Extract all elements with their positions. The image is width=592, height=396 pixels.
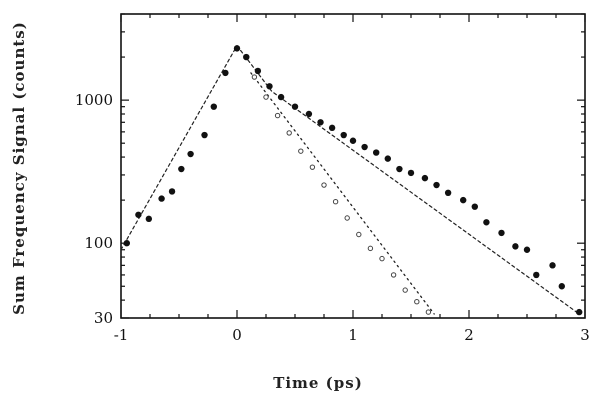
tick-labels: -1 0 1 2 3 30 100 1000	[75, 91, 590, 344]
x-tick-label: 3	[580, 326, 590, 344]
plot-frame	[120, 13, 586, 319]
filled-data-point	[328, 124, 336, 132]
filled-data-point	[135, 211, 142, 218]
open-data-point	[274, 112, 281, 119]
x-tick-label: -1	[114, 326, 129, 344]
open-data-point	[367, 245, 374, 252]
filled-data-point	[254, 67, 262, 75]
x-tick-label: 1	[348, 326, 358, 344]
filled-data-point	[558, 283, 565, 290]
open-data-point	[414, 298, 420, 305]
filled-data-point	[178, 165, 185, 173]
x-axis-title: Time (ps)	[273, 374, 363, 392]
fit-line	[250, 72, 435, 315]
y-tick-label: 30	[94, 309, 113, 327]
filled-data-point	[533, 271, 540, 279]
open-data-point	[390, 272, 397, 278]
filled-data-point	[187, 150, 194, 158]
data-points	[123, 45, 583, 316]
filled-data-point	[317, 119, 324, 126]
open-data-point	[402, 287, 408, 293]
open-data-point	[263, 94, 269, 100]
open-data-point	[309, 164, 316, 170]
filled-data-point	[222, 69, 229, 77]
filled-data-point	[523, 246, 531, 253]
filled-data-point	[460, 196, 467, 204]
filled-data-point	[512, 243, 519, 250]
x-tick-label: 2	[464, 326, 474, 344]
filled-data-point	[576, 308, 583, 316]
filled-data-point	[549, 262, 556, 269]
filled-data-point	[373, 149, 380, 156]
open-data-point	[332, 199, 339, 205]
filled-data-point	[158, 195, 165, 202]
y-tick-label: 100	[84, 234, 113, 252]
open-data-point	[321, 182, 327, 188]
filled-data-point	[444, 189, 452, 197]
filled-data-point	[233, 45, 241, 52]
open-data-point	[379, 255, 385, 262]
open-data-point	[344, 215, 350, 221]
filled-data-point	[498, 229, 505, 237]
filled-data-point	[396, 165, 403, 173]
open-data-point	[425, 309, 432, 315]
filled-data-point	[483, 219, 490, 226]
open-data-point	[251, 74, 258, 80]
filled-data-point	[168, 188, 176, 195]
filled-data-point	[123, 239, 130, 247]
open-data-point	[286, 130, 292, 136]
y-axis-title: Sum Frequency Signal (counts)	[10, 21, 28, 315]
filled-data-point	[407, 169, 415, 177]
filled-data-point	[433, 181, 440, 189]
filled-data-point	[471, 203, 478, 210]
filled-data-point	[349, 137, 357, 144]
plot-axes	[120, 13, 586, 319]
filled-data-point	[291, 103, 299, 110]
filled-data-point	[361, 143, 368, 151]
filled-data-point	[145, 215, 153, 223]
x-tick-label: 0	[232, 326, 242, 344]
open-data-point	[298, 148, 304, 154]
filled-data-point	[340, 131, 347, 139]
filled-data-point	[384, 155, 391, 162]
fit-lines	[120, 45, 580, 315]
filled-data-point	[421, 174, 429, 182]
filled-data-point	[243, 53, 250, 61]
filled-data-point	[266, 83, 273, 90]
fit-line	[236, 45, 580, 315]
y-tick-label: 1000	[75, 91, 113, 109]
open-data-point	[356, 231, 362, 238]
fit-line	[120, 45, 238, 251]
filled-data-point	[277, 93, 285, 101]
filled-data-point	[305, 110, 313, 118]
filled-data-point	[210, 103, 217, 110]
filled-data-point	[201, 131, 208, 139]
